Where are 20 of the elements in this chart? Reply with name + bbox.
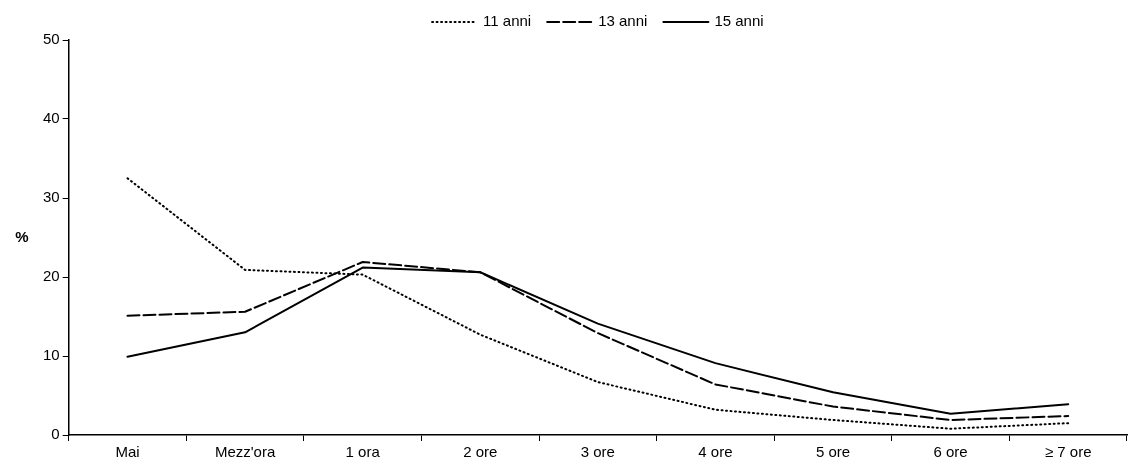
y-tick-label: 0 [51, 425, 60, 443]
x-tick-label: 1 ora [345, 443, 381, 461]
x-tick-label: Mezz'ora [214, 443, 276, 461]
legend-label: 13 anni [598, 12, 648, 30]
legend-label: 11 anni [483, 12, 532, 30]
y-tick-label: 20 [43, 267, 60, 285]
y-tick-label: 30 [43, 188, 60, 206]
y-axis-title: % [15, 227, 29, 245]
y-tick-label: 50 [43, 30, 60, 48]
legend-label: 15 anni [714, 12, 764, 30]
x-tick-label: 3 ore [580, 443, 615, 461]
x-tick-label: 2 ore [463, 443, 498, 461]
line-series [126, 177, 1070, 430]
y-tick-label: 40 [43, 109, 60, 127]
x-tick-label: ≥ 7 ore [1044, 443, 1092, 461]
y-tick-label: 10 [43, 346, 60, 364]
x-tick-label: 5 ore [815, 443, 851, 461]
x-tick-label: 6 ore [933, 443, 968, 461]
x-tick-label: 4 ore [698, 443, 733, 461]
x-tick-label: Mai [115, 443, 140, 461]
